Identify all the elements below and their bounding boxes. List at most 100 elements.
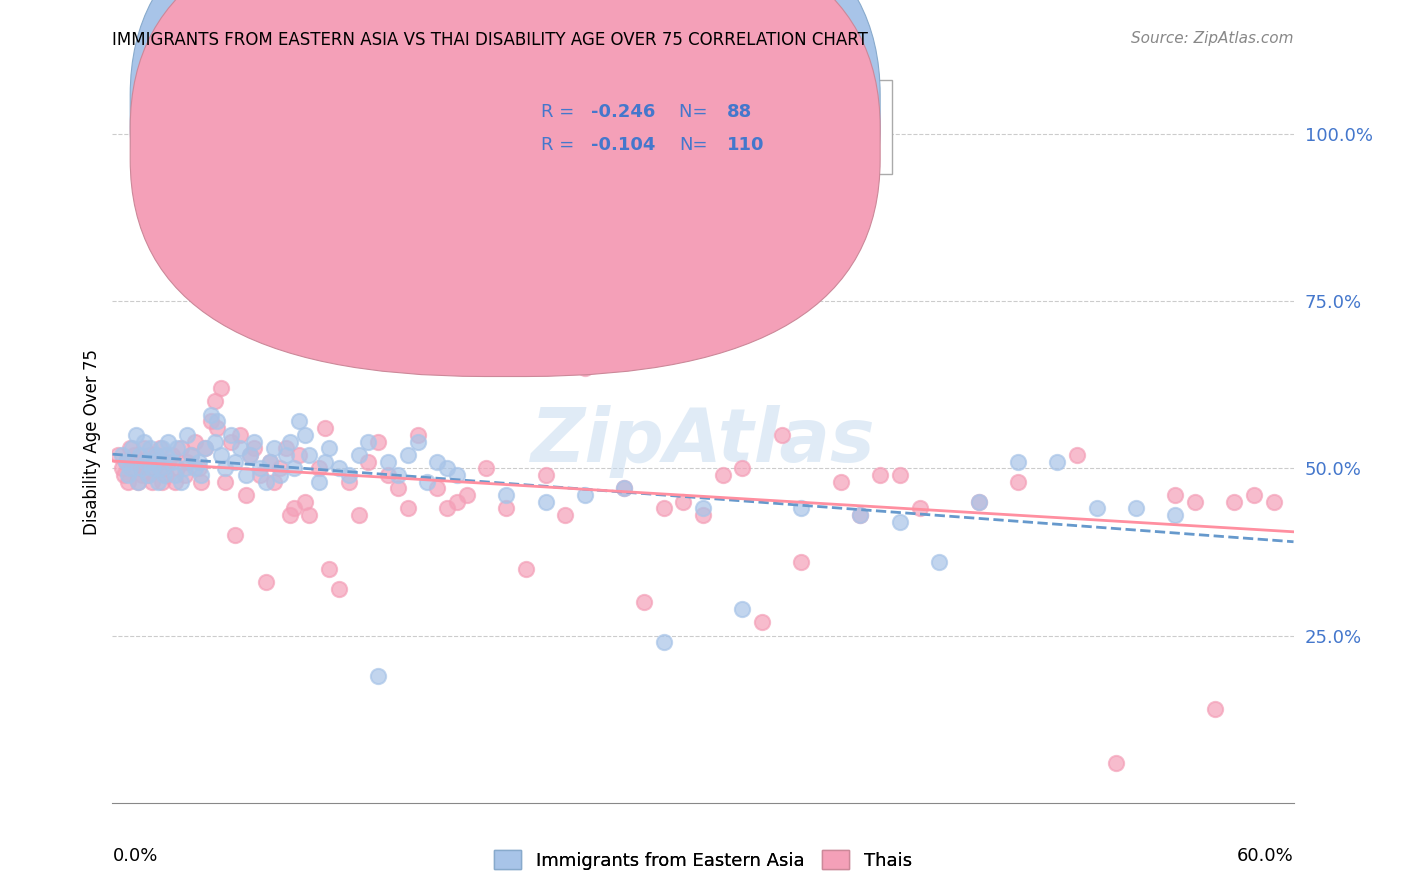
Point [337, 467, 360, 482]
Point [475, 461, 498, 475]
Point [426, 482, 449, 496]
Point [259, 455, 281, 469]
Point [357, 455, 380, 469]
Point [204, 394, 226, 409]
Point [129, 448, 152, 462]
Point [111, 461, 134, 475]
Point [131, 461, 153, 475]
Point [127, 475, 149, 489]
Point [294, 494, 316, 508]
Point [318, 442, 340, 455]
Point [274, 448, 297, 462]
Point [127, 475, 149, 489]
Point [515, 562, 537, 576]
Text: ZipAtlas: ZipAtlas [530, 405, 876, 478]
Point [1164, 488, 1187, 502]
Point [967, 494, 990, 508]
Point [146, 455, 169, 469]
Point [243, 442, 266, 455]
Point [239, 448, 262, 462]
Point [318, 562, 340, 576]
Y-axis label: Disability Age Over 75: Disability Age Over 75 [83, 349, 101, 534]
Point [214, 475, 236, 489]
Point [692, 501, 714, 516]
Point [1085, 501, 1108, 516]
Point [790, 501, 813, 516]
Point [274, 442, 297, 455]
Point [337, 475, 360, 489]
Point [115, 455, 138, 469]
Text: 110: 110 [727, 136, 763, 154]
Point [889, 515, 911, 529]
Point [672, 494, 695, 508]
Point [141, 461, 163, 475]
Point [367, 669, 389, 683]
Point [249, 467, 271, 482]
Point [166, 442, 188, 455]
Point [263, 475, 285, 489]
Point [1125, 501, 1147, 516]
Text: 88: 88 [727, 103, 752, 121]
Point [406, 427, 429, 442]
Point [1223, 494, 1246, 508]
Point [184, 461, 207, 475]
Point [229, 427, 252, 442]
Point [204, 434, 226, 449]
Point [121, 442, 143, 455]
Point [122, 448, 145, 462]
Point [1263, 494, 1285, 508]
Text: N=: N= [679, 136, 707, 154]
Point [908, 501, 931, 516]
Point [190, 467, 212, 482]
Point [593, 327, 616, 342]
Point [135, 455, 157, 469]
Point [156, 455, 179, 469]
Point [426, 455, 449, 469]
Point [150, 475, 173, 489]
Point [180, 448, 202, 462]
Point [790, 555, 813, 569]
Legend: Immigrants from Eastern Asia, Thais: Immigrants from Eastern Asia, Thais [486, 843, 920, 877]
Point [136, 467, 159, 482]
Point [387, 482, 409, 496]
Point [174, 467, 197, 482]
Point [613, 482, 636, 496]
Point [129, 461, 152, 475]
Point [243, 434, 266, 449]
Point [288, 448, 311, 462]
Point [170, 475, 193, 489]
Point [259, 455, 281, 469]
Point [436, 501, 458, 516]
Point [711, 467, 734, 482]
Point [146, 475, 169, 489]
Point [1066, 448, 1088, 462]
Point [139, 448, 162, 462]
Point [219, 434, 242, 449]
Point [347, 508, 370, 523]
Text: R =: R = [541, 136, 581, 154]
Point [288, 414, 311, 429]
Point [1105, 756, 1128, 770]
Point [121, 461, 143, 475]
Text: 60.0%: 60.0% [1237, 847, 1294, 864]
Point [387, 467, 409, 482]
Point [1007, 475, 1029, 489]
Point [132, 434, 155, 449]
Point [194, 442, 217, 455]
Text: N=: N= [679, 103, 714, 121]
Point [308, 475, 330, 489]
Point [176, 427, 198, 442]
Point [1204, 702, 1226, 716]
Point [112, 467, 135, 482]
Point [205, 414, 228, 429]
Text: 0.0%: 0.0% [112, 847, 157, 864]
Point [180, 448, 202, 462]
Point [149, 461, 172, 475]
Point [328, 582, 350, 596]
Point [136, 467, 159, 482]
Point [731, 461, 754, 475]
Point [188, 455, 211, 469]
Point [1046, 455, 1069, 469]
Point [176, 455, 198, 469]
Point [849, 508, 872, 523]
